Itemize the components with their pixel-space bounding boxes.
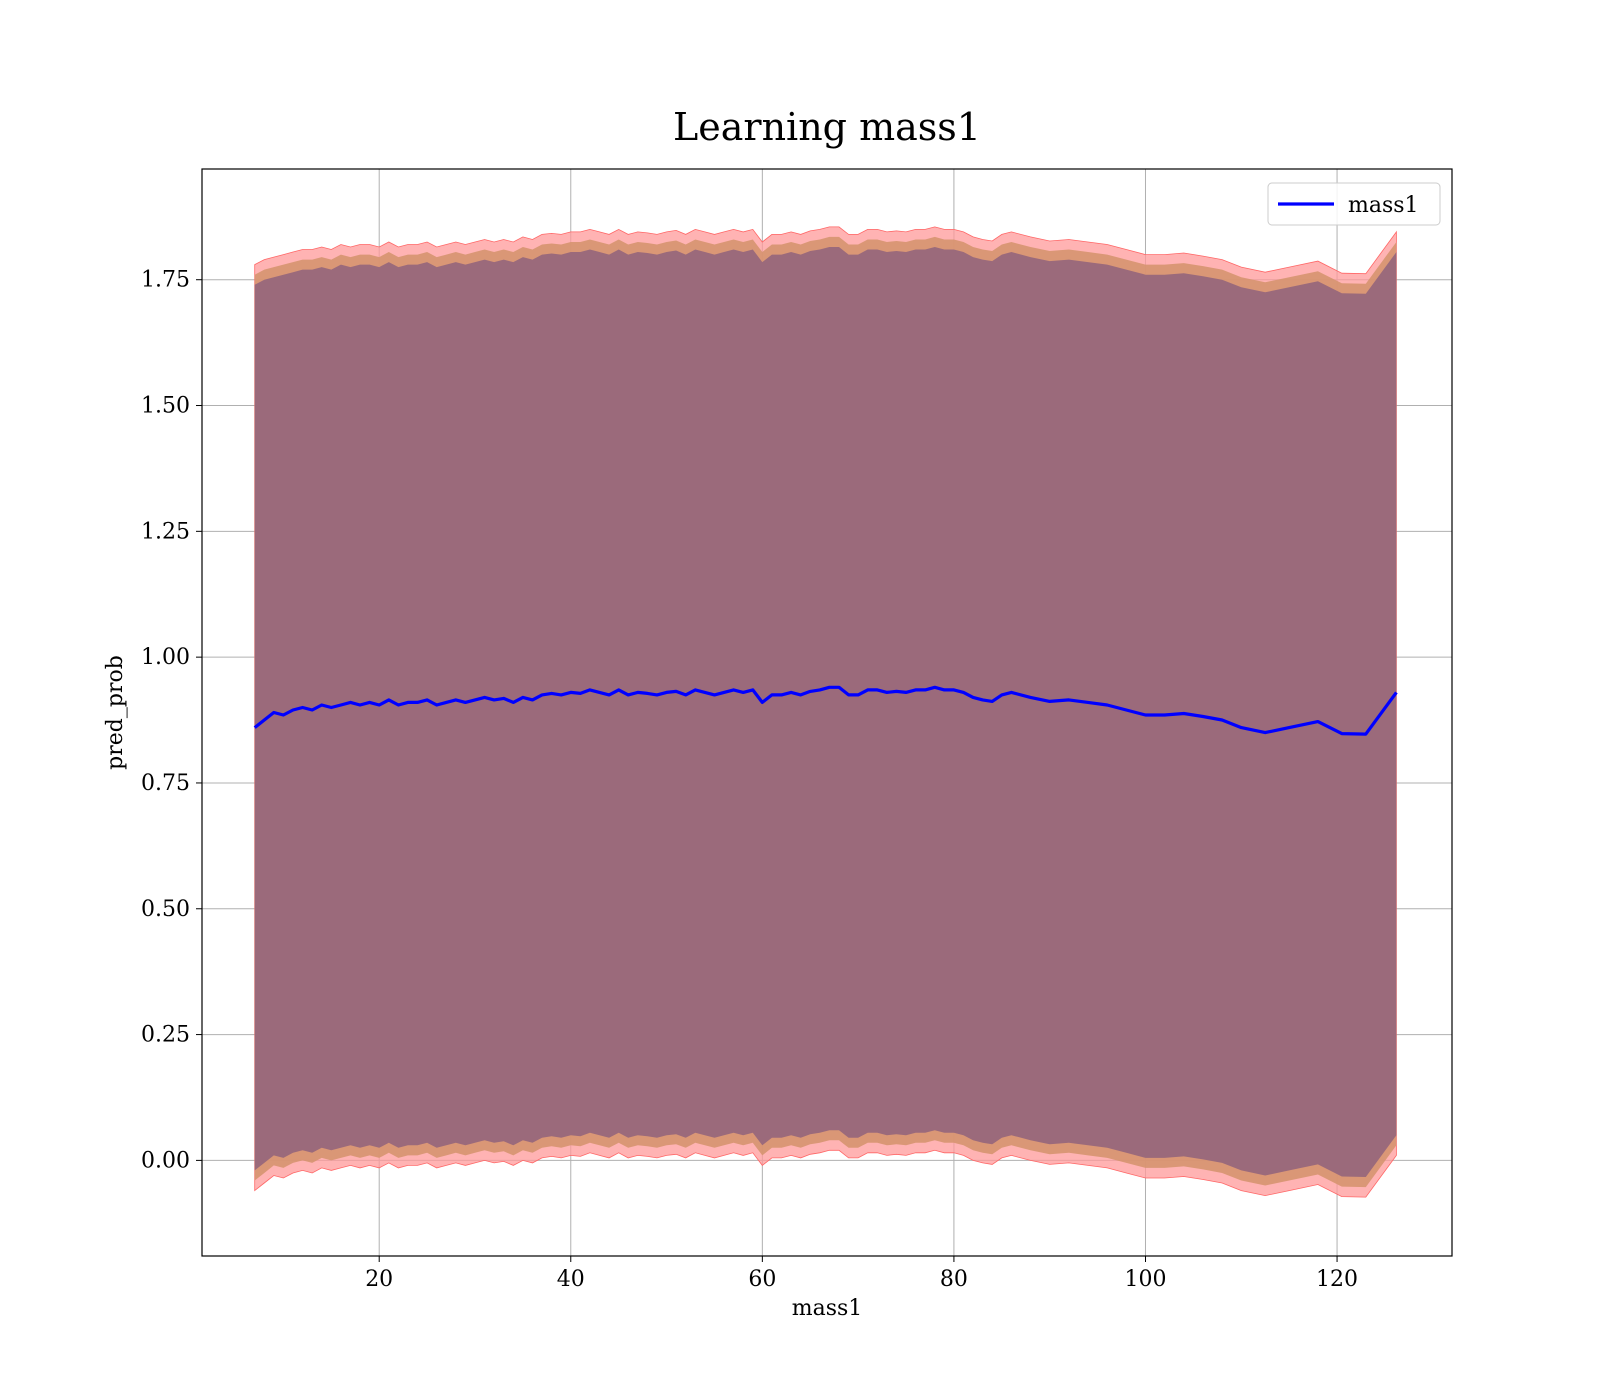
legend-label: mass1 <box>1348 193 1419 218</box>
axis-ticks: 20 40 60 80 100 120 0.00 0.25 0.50 0.75 1.00 1.25 1.… <box>141 268 1358 1292</box>
x-tick-label: 80 <box>940 1267 968 1292</box>
series-lines <box>253 685 1398 736</box>
confidence-bands <box>254 226 1397 1198</box>
x-tick-label: 40 <box>557 1267 585 1292</box>
legend: mass1 <box>1267 182 1441 226</box>
legend-box <box>1267 182 1441 226</box>
y-tick-label: 1.25 <box>141 519 190 544</box>
y-tick-label: 1.00 <box>141 645 190 670</box>
x-tick-label: 60 <box>748 1267 776 1292</box>
x-tick-label: 120 <box>1316 1267 1358 1292</box>
y-tick-label: 0.75 <box>141 771 190 796</box>
chart-title: Learning mass1 <box>673 105 981 149</box>
plot-frame <box>201 168 1453 1257</box>
y-axis-label: pred_prob <box>103 655 128 770</box>
y-tick-label: 0.25 <box>141 1023 190 1048</box>
x-tick-label: 100 <box>1124 1267 1166 1292</box>
band-inner <box>254 247 1397 1177</box>
x-tick-label: 20 <box>365 1267 393 1292</box>
y-tick-label: 0.00 <box>141 1148 190 1173</box>
y-tick-label: 1.50 <box>141 394 190 419</box>
series-line-mass1 <box>253 685 1398 736</box>
y-tick-label: 0.50 <box>141 897 190 922</box>
y-tick-label: 1.75 <box>141 268 190 293</box>
x-axis-label: mass1 <box>792 1296 863 1321</box>
